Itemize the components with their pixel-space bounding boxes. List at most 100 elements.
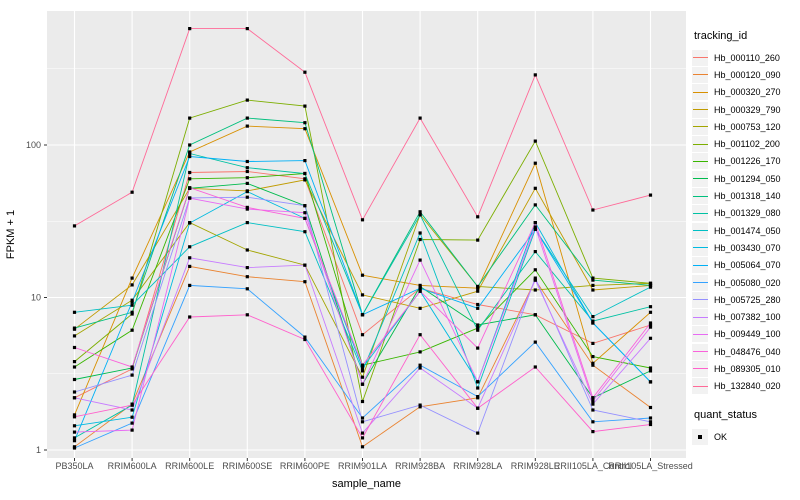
data-point (648, 283, 653, 287)
data-point (360, 399, 365, 404)
legend-key-line-icon (692, 230, 708, 232)
data-point (303, 121, 307, 125)
y-tick-label: 1 (36, 445, 41, 455)
legend-item-label: Hb_048476_040 (714, 346, 781, 357)
legend-item: Hb_001329_080 (692, 205, 798, 222)
data-point (188, 151, 192, 156)
legend-item: Hb_089305_010 (692, 360, 798, 377)
legend-key-line-icon (692, 368, 708, 370)
data-point (245, 124, 249, 128)
legend-key (692, 378, 708, 395)
data-point (591, 278, 595, 282)
legend-key (692, 309, 708, 326)
legend-item: Hb_001102_200 (692, 135, 798, 153)
x-tick-label: RRIM600LE (165, 461, 214, 471)
x-tick-label: RRIM901LA (338, 461, 387, 471)
data-point (418, 405, 422, 409)
data-point (533, 221, 537, 225)
legend-item-label: Hb_000120_090 (714, 69, 781, 80)
data-point (591, 420, 595, 424)
legend-key (692, 101, 708, 118)
data-point (591, 363, 595, 367)
data-point (476, 346, 480, 350)
data-point (476, 386, 480, 390)
x-tick-label: RRII105LA_Control (554, 461, 632, 471)
legend-item-label: Hb_007382_100 (714, 312, 781, 323)
data-point (648, 285, 653, 289)
data-point (130, 283, 134, 287)
legend-item: Hb_000329_790 (692, 101, 798, 118)
data-point (72, 310, 77, 314)
y-tick-label: 100 (26, 140, 41, 150)
data-point (533, 313, 537, 317)
data-point (360, 363, 365, 367)
data-point (245, 169, 249, 174)
legend-key-line-icon (692, 247, 708, 249)
data-point (418, 333, 422, 337)
legend-key (692, 170, 708, 187)
data-point (360, 420, 365, 424)
legend-item-label: Hb_003430_070 (714, 242, 781, 253)
legend-key-line-icon (692, 299, 708, 301)
legend-item: Hb_007382_100 (692, 308, 798, 326)
data-point (245, 176, 249, 180)
data-point (188, 245, 192, 249)
data-point (418, 213, 422, 217)
data-point (533, 139, 537, 143)
legend-item-label: Hb_000753_120 (714, 121, 781, 132)
data-point (188, 221, 192, 225)
data-point (72, 430, 77, 434)
data-point (533, 250, 537, 254)
data-point (72, 360, 77, 364)
data-point (245, 266, 249, 270)
data-point (648, 325, 653, 329)
data-point (648, 310, 653, 314)
legend-key (692, 257, 708, 274)
data-point (476, 406, 480, 410)
data-point (418, 363, 422, 367)
data-point (245, 205, 249, 209)
legend-item-label: Hb_000320_270 (714, 87, 781, 98)
data-point (130, 298, 134, 302)
legend-item-label: Hb_001294_050 (714, 173, 781, 184)
x-tick-label: RRIM928BA (395, 461, 445, 471)
data-point (476, 395, 480, 399)
legend-item: Hb_001226_170 (692, 153, 798, 170)
data-point (72, 446, 77, 450)
legend-key (692, 136, 708, 153)
data-point (245, 287, 249, 291)
legend-key-line-icon (692, 74, 708, 76)
black-square-point-icon (698, 434, 702, 439)
data-point (418, 350, 422, 354)
data-point (591, 321, 595, 325)
data-point (418, 210, 422, 214)
data-point (303, 178, 307, 182)
legend-key (692, 49, 708, 66)
data-point (591, 355, 595, 359)
data-point (476, 302, 480, 307)
data-point (533, 268, 537, 272)
data-point (648, 193, 653, 197)
data-point (130, 303, 134, 307)
data-point (360, 375, 365, 379)
data-point (130, 415, 134, 419)
data-point (303, 70, 307, 74)
legend-item: Hb_009449_100 (692, 326, 798, 343)
legend-key-line-icon (692, 143, 708, 145)
data-point (648, 321, 653, 325)
data-point (303, 171, 307, 176)
y-axis-title: FPKM + 1 (5, 210, 17, 259)
x-tick-label: RRIM600LA (108, 461, 157, 471)
data-point (591, 430, 595, 434)
data-point (130, 373, 134, 377)
data-point (72, 326, 77, 330)
data-point (648, 323, 653, 327)
data-point (533, 276, 537, 280)
data-point (476, 380, 480, 384)
legend-item-label: Hb_132840_020 (714, 381, 781, 392)
data-point (360, 333, 365, 337)
data-point (533, 288, 537, 292)
legend-key-line-icon (692, 351, 708, 353)
data-point (360, 431, 365, 435)
